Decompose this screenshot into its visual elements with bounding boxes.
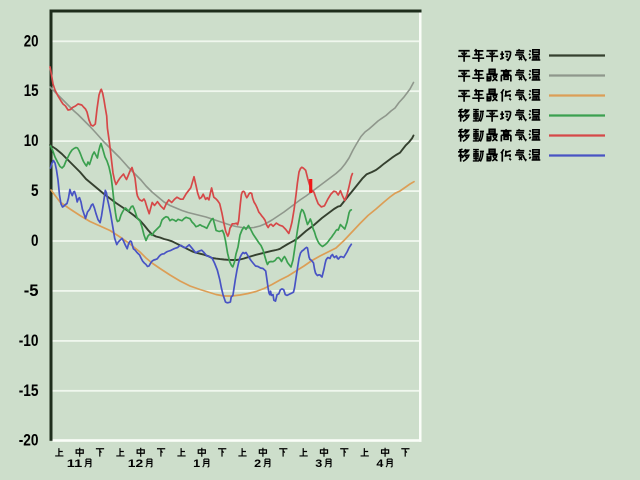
svg-text:4: 4 bbox=[376, 458, 384, 470]
svg-text:10: 10 bbox=[24, 131, 39, 150]
svg-text:2: 2 bbox=[254, 458, 261, 470]
svg-text:-10: -10 bbox=[19, 331, 39, 350]
svg-text:1: 1 bbox=[193, 458, 200, 470]
svg-text:20: 20 bbox=[24, 31, 39, 50]
svg-text:-15: -15 bbox=[19, 381, 39, 400]
svg-text:-5: -5 bbox=[24, 281, 39, 300]
svg-text:15: 15 bbox=[24, 81, 39, 100]
svg-text:5: 5 bbox=[31, 181, 39, 200]
svg-text:0: 0 bbox=[31, 231, 39, 250]
svg-text:-20: -20 bbox=[19, 431, 39, 450]
svg-text:11: 11 bbox=[67, 458, 82, 470]
svg-text:12: 12 bbox=[128, 458, 143, 470]
svg-text:3: 3 bbox=[315, 458, 322, 470]
